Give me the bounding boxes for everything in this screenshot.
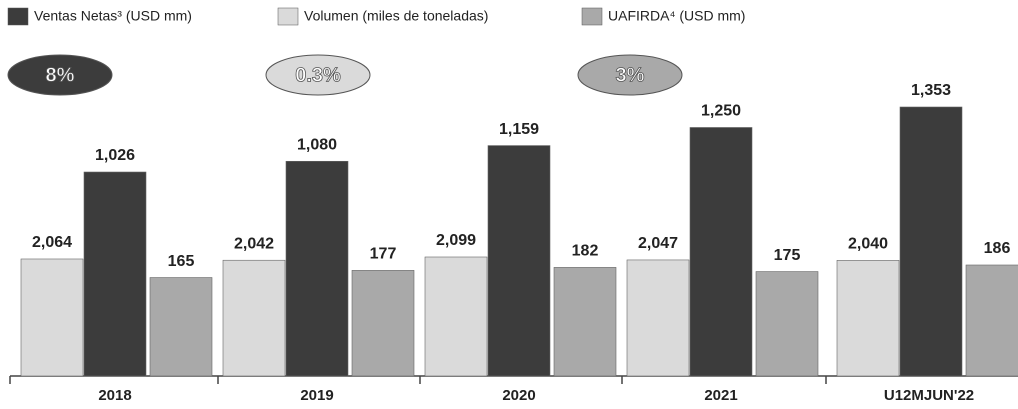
- bar: [553, 267, 617, 377]
- legend-swatch: [7, 7, 29, 26]
- bar: [351, 270, 415, 377]
- value-label: 182: [572, 243, 599, 260]
- growth-label: 8%: [46, 64, 75, 86]
- legend-swatch: [581, 7, 603, 26]
- x-tick-label: 2021: [704, 387, 737, 404]
- value-label: 2,099: [436, 232, 476, 249]
- growth-label: 0.3%: [295, 64, 341, 86]
- x-tick-label: 2020: [502, 387, 535, 404]
- bar: [755, 271, 819, 377]
- legend-label: Volumen (miles de toneladas): [304, 8, 488, 24]
- growth-badge: [7, 54, 113, 96]
- bar: [899, 106, 963, 377]
- value-label: 165: [168, 253, 195, 270]
- x-tick-label: 2019: [300, 387, 333, 404]
- bar: [626, 259, 690, 377]
- legend-label: UAFIRDA⁴ (USD mm): [608, 8, 745, 24]
- growth-badge: [265, 54, 371, 96]
- bar: [149, 277, 213, 377]
- value-label: 1,159: [499, 121, 539, 138]
- axis-ticks: [9, 376, 827, 384]
- bar: [285, 160, 349, 377]
- bar: [836, 260, 900, 377]
- value-label: 1,080: [297, 136, 337, 153]
- value-label: 2,042: [234, 235, 274, 252]
- x-tick-label: U12MJUN'22: [884, 387, 974, 404]
- legend-swatch: [277, 7, 299, 26]
- value-label: 1,353: [911, 82, 951, 99]
- value-label: 2,047: [638, 235, 678, 252]
- bar: [83, 171, 147, 377]
- value-label: 1,026: [95, 147, 135, 164]
- growth-badge: [577, 54, 683, 96]
- value-label: 177: [370, 246, 397, 263]
- bar: [689, 127, 753, 377]
- bar: [965, 264, 1018, 377]
- value-label: 186: [984, 240, 1011, 257]
- bar: [424, 256, 488, 377]
- value-label: 2,064: [32, 234, 72, 251]
- value-label: 2,040: [848, 236, 888, 253]
- growth-label: 3%: [616, 64, 645, 86]
- bar: [222, 259, 286, 377]
- bar: [20, 258, 84, 377]
- legend-label: Ventas Netas³ (USD mm): [34, 8, 192, 24]
- bar: [487, 145, 551, 377]
- x-tick-label: 2018: [98, 387, 131, 404]
- value-label: 175: [774, 247, 801, 264]
- value-label: 1,250: [701, 103, 741, 120]
